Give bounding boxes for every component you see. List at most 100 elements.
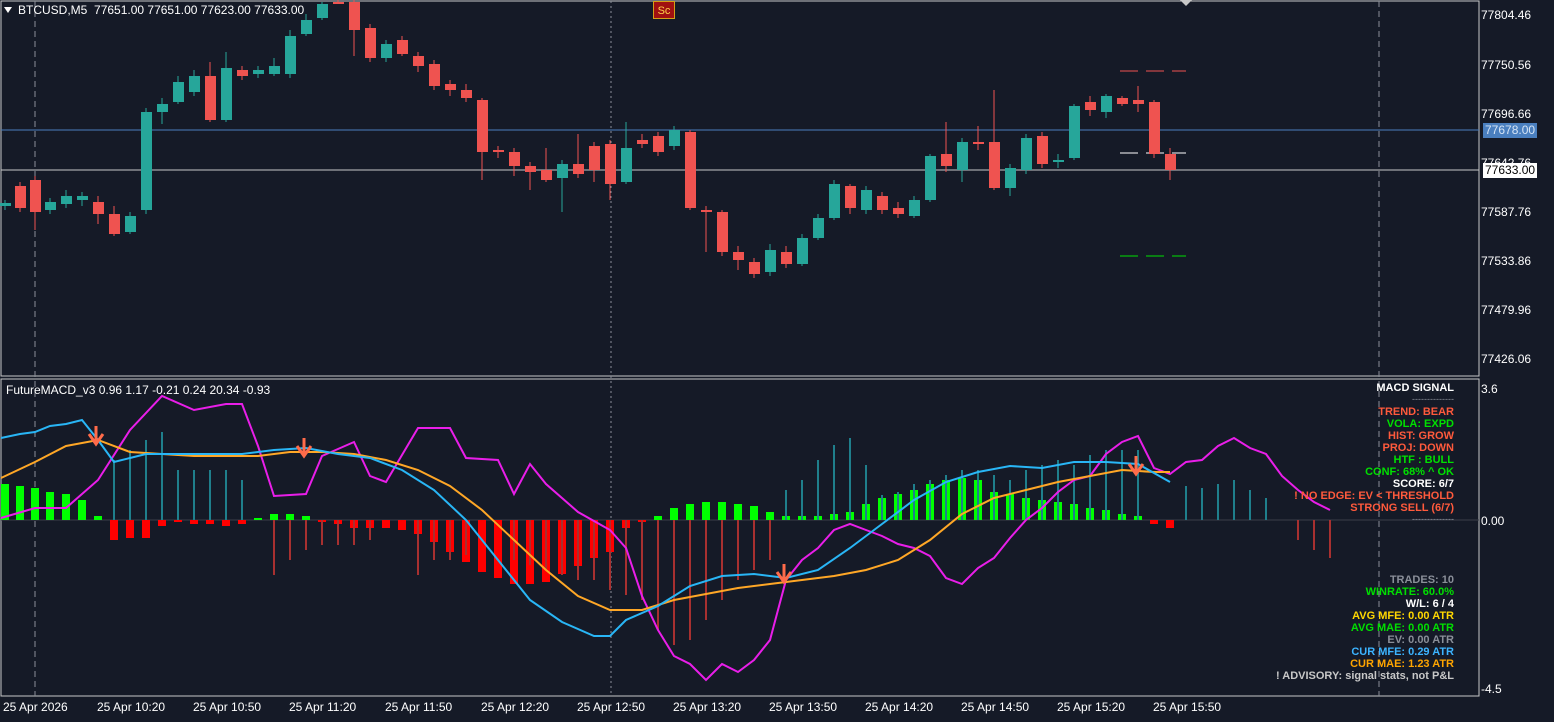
candle-body	[877, 196, 888, 210]
script-button[interactable]: Sc	[653, 1, 675, 19]
time-axis-label: 25 Apr 12:50	[577, 700, 646, 714]
candle-body	[141, 112, 152, 210]
candle-body	[253, 70, 264, 74]
symbol-title: BTCUSD,M5 77651.00 77651.00 77623.00 776…	[18, 3, 304, 17]
collapse-menu-icon[interactable]	[4, 7, 12, 13]
candle-body	[1005, 168, 1016, 188]
candle-body	[15, 186, 26, 208]
bid-price-tag: 77633.00	[1483, 163, 1538, 178]
histogram-bar	[302, 516, 310, 520]
histogram-bar	[478, 520, 486, 572]
scroll-marker-icon[interactable]	[1180, 0, 1192, 6]
candle-body	[653, 136, 664, 152]
ask-price-tag: 77678.00	[1483, 123, 1538, 138]
signal-divider: --------------	[1412, 514, 1454, 524]
indicator-axis-label: 0.00	[1481, 514, 1505, 528]
signal-row: ! NO EDGE: EV < THRESHOLD	[1294, 490, 1454, 502]
indicator-axis-label: -4.5	[1481, 682, 1502, 696]
histogram-bar	[1166, 520, 1174, 528]
candle-body	[301, 20, 312, 34]
signal-line	[0, 438, 1170, 611]
candle-body	[829, 184, 840, 218]
time-axis-label: 25 Apr 13:50	[769, 700, 838, 714]
candle-body	[621, 148, 632, 182]
stats-row: WINRATE: 60.0%	[1365, 586, 1454, 598]
signal-row: HIST: GROW	[1388, 430, 1454, 442]
time-axis-label: 25 Apr 2026	[3, 700, 68, 714]
time-axis-label: 25 Apr 12:20	[481, 700, 550, 714]
sell-arrow-icon	[1127, 456, 1145, 477]
candle-body	[477, 100, 488, 152]
histogram-bar	[126, 520, 134, 538]
price-axis-label: 77804.46	[1481, 8, 1532, 22]
histogram-bar	[398, 520, 406, 530]
symbol-label: BTCUSD,M5	[18, 3, 88, 17]
sell-arrow-icon	[775, 564, 793, 585]
candle-body	[445, 84, 456, 90]
stats-row: CUR MAE: 1.23 ATR	[1350, 658, 1454, 670]
candle-body	[765, 250, 776, 272]
stats-row: TRADES: 10	[1389, 574, 1454, 586]
candle-body	[189, 76, 200, 92]
histogram-bar	[1, 484, 9, 520]
signal-row: PROJ: DOWN	[1382, 442, 1455, 454]
candle-body	[685, 132, 696, 208]
candle-body	[509, 152, 520, 166]
arrows-group	[87, 426, 1145, 585]
indicator-axis-label: 3.6	[1481, 382, 1498, 396]
candle-body	[381, 44, 392, 58]
candle-body	[893, 208, 904, 214]
histogram-group	[1, 432, 1331, 645]
candle-body	[1053, 160, 1064, 162]
candle-body	[1101, 96, 1112, 112]
histogram-bar	[174, 520, 182, 522]
indicator-title: FutureMACD_v3 0.96 1.17 -0.21 0.24 20.34…	[6, 383, 271, 397]
candle-body	[669, 130, 680, 146]
projection-line	[0, 394, 1331, 682]
candle-body	[541, 170, 552, 180]
stats-row: CUR MFE: 0.29 ATR	[1351, 646, 1454, 658]
histogram-bar	[1150, 520, 1158, 524]
histogram-bar	[702, 502, 710, 520]
signal-panel-header: MACD SIGNAL	[1376, 382, 1454, 394]
candle-body	[749, 262, 760, 274]
candle-body	[1021, 138, 1032, 170]
candle-body	[413, 56, 424, 66]
candle-body	[845, 186, 856, 208]
histogram-bar	[94, 516, 102, 520]
signal-row: SCORE: 6/7	[1392, 478, 1454, 490]
histogram-bar	[382, 520, 390, 528]
price-axis-label: 77587.76	[1481, 205, 1532, 219]
histogram-bar	[286, 514, 294, 520]
stats-row: EV: 0.00 ATR	[1387, 634, 1454, 646]
histogram-bar	[78, 500, 86, 520]
candle-body	[0, 203, 11, 206]
price-axis-label: 77750.56	[1481, 58, 1532, 72]
signal-row: STRONG SELL (6/7)	[1350, 502, 1454, 514]
histogram-bar	[222, 520, 230, 526]
histogram-bar	[766, 512, 774, 520]
histogram-bar	[494, 520, 502, 578]
time-axis-label: 25 Apr 13:20	[673, 700, 742, 714]
time-axis-label: 25 Apr 15:20	[1057, 700, 1126, 714]
candle-body	[557, 164, 568, 178]
candle-body	[493, 150, 504, 152]
candle-body	[1085, 102, 1096, 110]
candle-body	[205, 76, 216, 120]
histogram-bar	[238, 520, 246, 524]
stats-row: AVG MAE: 0.00 ATR	[1350, 622, 1454, 634]
signal-row: TREND: BEAR	[1378, 406, 1454, 418]
candle-body	[1149, 102, 1160, 154]
histogram-bar	[110, 520, 118, 540]
candle-body	[30, 180, 41, 212]
candle-body	[269, 66, 280, 74]
stats-row: W/L: 6 / 4	[1405, 598, 1454, 610]
time-axis-label: 25 Apr 11:20	[289, 700, 357, 714]
signal-row: HTF : BULL	[1393, 454, 1454, 466]
signal-divider: --------------	[1412, 394, 1454, 404]
candle-body	[717, 212, 728, 252]
candle-body	[333, 2, 344, 4]
histogram-bar	[16, 486, 24, 520]
candle-body	[637, 140, 648, 144]
